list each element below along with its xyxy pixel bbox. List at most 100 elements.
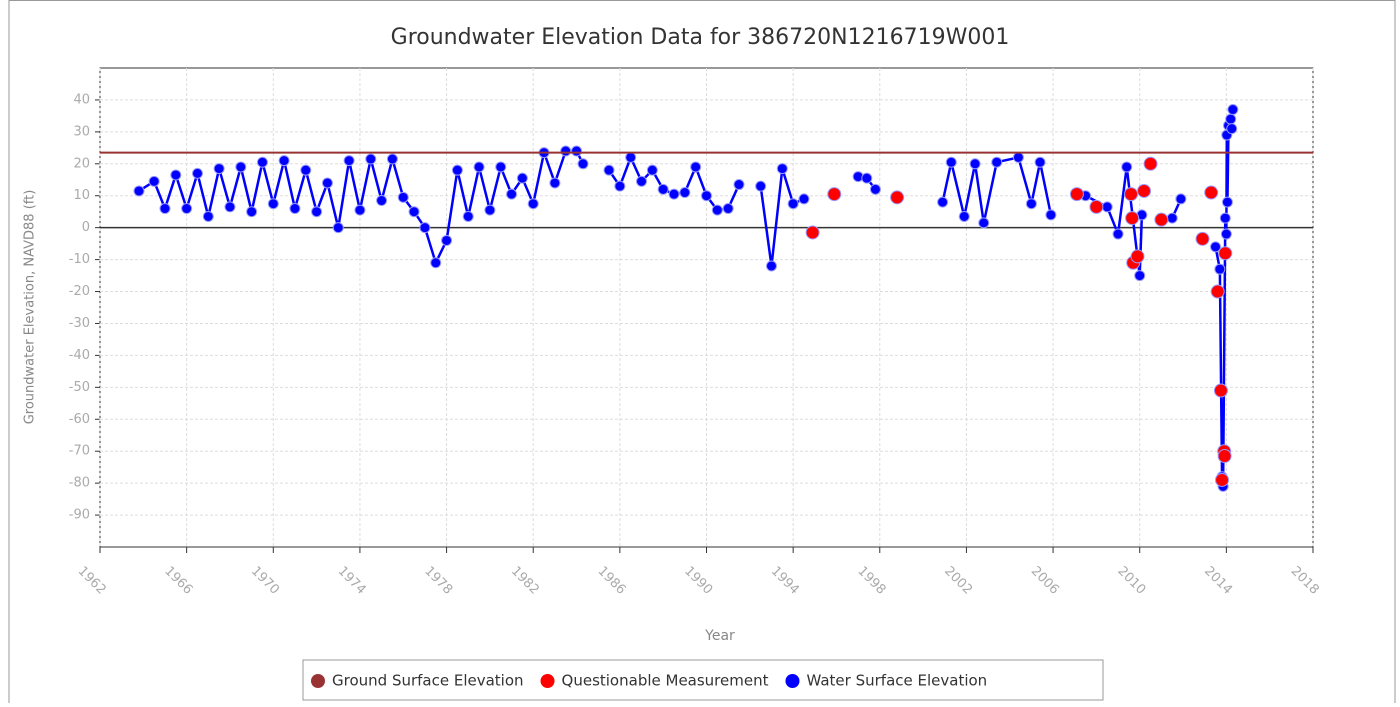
legend: [302, 659, 1104, 701]
point: [527, 198, 539, 210]
point: [1045, 209, 1057, 221]
x-tick-label: 1990: [681, 564, 715, 598]
frame: [8, 0, 1396, 707]
point: [668, 188, 680, 200]
y-tick-label: -50: [69, 380, 90, 395]
point: [733, 179, 745, 191]
point: [506, 188, 518, 200]
point: [646, 164, 658, 176]
point: [1124, 187, 1139, 202]
point: [278, 155, 290, 167]
y-tick-label: 30: [73, 124, 90, 139]
point: [1221, 196, 1233, 208]
point: [657, 183, 669, 195]
point: [1175, 193, 1187, 205]
x-tick-label: 1966: [161, 564, 195, 598]
point: [1154, 212, 1169, 227]
point: [798, 193, 810, 205]
y-tick-label: -10: [69, 252, 90, 267]
point: [1220, 228, 1232, 240]
point: [1215, 472, 1230, 487]
point: [1143, 156, 1158, 171]
point: [636, 175, 648, 187]
point: [1210, 284, 1225, 299]
point: [289, 203, 301, 215]
point: [1166, 212, 1178, 224]
point: [1195, 231, 1210, 246]
point: [495, 161, 507, 173]
point: [1125, 211, 1140, 226]
point: [1210, 241, 1222, 253]
legend-label: Questionable Measurement: [562, 672, 769, 690]
point: [516, 172, 528, 184]
point: [577, 158, 589, 170]
point: [376, 195, 388, 207]
point: [451, 164, 463, 176]
point: [256, 156, 268, 168]
point: [473, 161, 485, 173]
x-tick-label: 1986: [595, 564, 629, 598]
point: [690, 161, 702, 173]
point: [765, 260, 777, 272]
point: [1219, 212, 1231, 224]
point: [332, 222, 344, 234]
point: [787, 198, 799, 210]
point: [937, 196, 949, 208]
x-tick-label: 1982: [508, 564, 542, 598]
point: [890, 190, 905, 205]
point: [386, 153, 398, 165]
point: [1025, 198, 1037, 210]
legend-marker: [785, 674, 800, 688]
point: [1112, 228, 1124, 240]
x-tick-label: 1970: [248, 564, 282, 598]
point: [365, 153, 377, 165]
point: [722, 203, 734, 215]
point: [397, 191, 409, 203]
point: [148, 175, 160, 187]
point: [1213, 383, 1228, 398]
point: [1204, 185, 1219, 200]
point: [1121, 161, 1133, 173]
x-tick-label: 2002: [941, 564, 975, 598]
x-tick-label: 1962: [75, 564, 109, 598]
point: [213, 163, 225, 175]
point: [133, 185, 145, 197]
legend-marker: [311, 674, 325, 688]
point: [969, 158, 981, 170]
legend-label: Water Surface Elevation: [806, 672, 987, 690]
point: [827, 187, 842, 202]
x-tick-label: 1994: [768, 564, 802, 598]
point: [1227, 104, 1239, 116]
point: [1217, 448, 1232, 463]
y-tick-label: 40: [73, 92, 90, 107]
point: [1034, 156, 1046, 168]
y-tick-label: -60: [69, 412, 90, 427]
x-tick-label: 2014: [1201, 564, 1235, 598]
point: [805, 225, 820, 240]
point: [679, 187, 691, 199]
point: [343, 155, 355, 167]
point: [776, 163, 788, 175]
legend-marker: [540, 674, 555, 688]
point: [170, 169, 182, 181]
point: [978, 217, 990, 229]
point: [408, 206, 420, 218]
point: [1214, 263, 1226, 275]
point: [300, 164, 312, 176]
y-tick-label: -30: [69, 316, 90, 331]
y-tick-label: -20: [69, 284, 90, 299]
legend-label: Ground Surface Elevation: [332, 672, 524, 690]
point: [958, 210, 970, 222]
point: [1137, 183, 1152, 198]
point: [191, 167, 203, 179]
x-tick-label: 1998: [854, 564, 888, 598]
point: [625, 151, 637, 163]
plot-area: [99, 67, 1314, 548]
point: [430, 257, 442, 269]
x-tick-label: 2006: [1028, 564, 1062, 598]
point: [560, 145, 572, 157]
point: [701, 190, 712, 202]
point: [202, 210, 214, 222]
point: [711, 204, 723, 216]
